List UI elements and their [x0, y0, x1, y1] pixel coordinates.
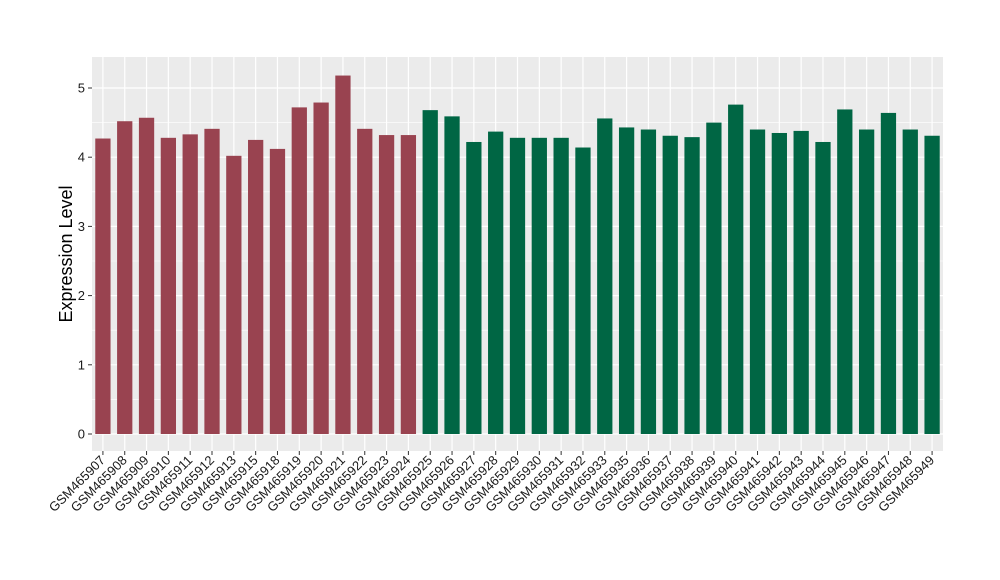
bar-GSM465930 — [531, 137, 547, 434]
bar-GSM465928 — [488, 131, 504, 434]
bar-GSM465926 — [444, 116, 460, 435]
bar-GSM465925 — [422, 110, 438, 434]
bar-GSM465918 — [269, 148, 286, 434]
bar-GSM465910 — [160, 137, 176, 434]
bar-GSM465942 — [771, 132, 787, 435]
bar-GSM465943 — [793, 130, 809, 434]
bar-GSM465937 — [662, 135, 678, 434]
bar-GSM465911 — [182, 134, 198, 435]
y-tick-label: 3 — [78, 219, 85, 234]
bar-GSM465908 — [117, 121, 133, 434]
y-tick-label: 5 — [78, 81, 85, 96]
y-axis-title: Expression Level — [56, 185, 76, 322]
bar-GSM465912 — [204, 128, 220, 434]
bar-GSM465938 — [684, 137, 700, 434]
bar-GSM465919 — [291, 107, 307, 434]
bar-GSM465940 — [728, 104, 744, 435]
bar-GSM465939 — [706, 122, 722, 434]
bar-GSM465948 — [902, 129, 918, 434]
bar-GSM465933 — [597, 118, 613, 434]
bar-GSM465935 — [618, 127, 635, 434]
bar-GSM465915 — [248, 139, 264, 434]
bar-GSM465921 — [335, 75, 351, 434]
y-tick-label: 2 — [78, 288, 85, 303]
y-tick-label: 4 — [78, 150, 85, 165]
bar-GSM465946 — [858, 129, 875, 434]
bar-GSM465929 — [509, 137, 526, 434]
bar-GSM465907 — [95, 138, 111, 434]
y-tick-label: 0 — [78, 427, 85, 442]
bar-GSM465922 — [357, 128, 373, 434]
bar-GSM465913 — [226, 155, 242, 434]
bar-GSM465949 — [924, 135, 940, 434]
bar-GSM465947 — [880, 112, 897, 434]
bar-GSM465909 — [138, 117, 155, 434]
bar-GSM465923 — [378, 135, 395, 434]
bar-GSM465920 — [313, 102, 329, 434]
bar-GSM465924 — [400, 135, 417, 434]
bar-GSM465936 — [640, 129, 657, 434]
bar-GSM465927 — [466, 141, 482, 435]
bar-GSM465932 — [575, 147, 591, 434]
bar-GSM465941 — [749, 129, 766, 434]
y-tick-label: 1 — [78, 357, 85, 372]
bar-GSM465944 — [815, 141, 831, 435]
bar-GSM465945 — [837, 109, 853, 434]
bar-GSM465931 — [553, 137, 569, 434]
